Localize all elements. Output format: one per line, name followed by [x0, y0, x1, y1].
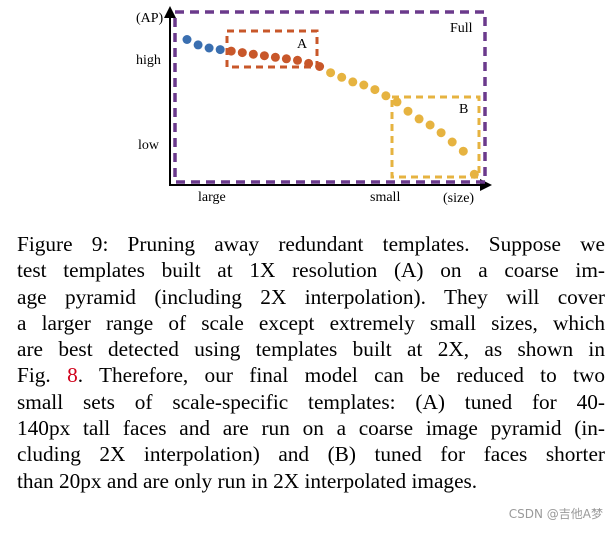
x-tick-large: large: [198, 190, 226, 205]
data-point-s2-6: [392, 97, 402, 107]
region-full-label: Full: [450, 21, 473, 36]
data-point-s1-3: [259, 51, 269, 61]
y-tick-low: low: [138, 138, 160, 153]
data-point-s2-8: [414, 114, 424, 124]
data-point-s0-0: [182, 35, 192, 44]
y-tick-high: high: [136, 53, 161, 68]
caption-line-1: Figure 9: Pruning away redundant templat…: [17, 232, 605, 256]
caption-line-7: small sets of scale-specific templates: …: [17, 389, 605, 414]
caption-line-8: 140px tall faces and are run on a coarse…: [17, 416, 605, 441]
data-point-s2-3: [359, 80, 369, 90]
y-axis-arrow: [164, 6, 176, 18]
data-point-s0-1: [193, 40, 203, 50]
data-point-s1-8: [315, 62, 325, 71]
x-axis-label: (size): [443, 191, 474, 206]
data-point-s1-2: [248, 49, 258, 59]
region-a-label: A: [297, 37, 308, 52]
caption-line-3: age pyramid (including 2X interpolation)…: [17, 284, 605, 309]
data-point-s1-6: [293, 55, 302, 65]
figure-reference-link[interactable]: 8: [67, 363, 78, 388]
figure-caption: Figure 9: Pruning away redundant templat…: [17, 231, 605, 494]
data-point-s0-2: [204, 43, 214, 53]
x-tick-small: small: [370, 190, 400, 205]
data-point-s2-4: [370, 85, 380, 95]
region-b-box: [390, 95, 481, 179]
figure-9-chart: (AP) high low large small (size) Full A …: [136, 6, 492, 206]
data-point-s2-1: [337, 72, 347, 82]
data-point-s2-7: [403, 106, 413, 116]
data-point-s2-12: [458, 146, 468, 156]
caption-line-6-end: . Therefore, our final model can be redu…: [77, 363, 605, 388]
region-b-label: B: [459, 102, 468, 117]
data-point-s0-3: [215, 45, 225, 55]
data-point-s2-10: [436, 128, 446, 138]
caption-line-4: a larger range of scale except extremely…: [17, 310, 605, 335]
data-point-s1-4: [270, 52, 280, 62]
y-axis-label: (AP): [136, 11, 164, 26]
watermark: CSDN @吉他A梦: [508, 505, 603, 522]
data-point-s2-2: [348, 77, 358, 87]
caption-line-10: than 20px and are only run in 2X interpo…: [17, 468, 478, 493]
data-points: [182, 35, 479, 179]
data-point-s1-1: [237, 48, 247, 58]
data-point-s2-11: [447, 137, 457, 147]
data-point-s2-5: [381, 91, 391, 101]
data-point-s2-13: [469, 169, 479, 179]
data-point-s2-9: [425, 120, 435, 130]
region-a-box: [225, 29, 319, 69]
caption-line-9: cluding 2X interpolation) and (B) tuned …: [17, 442, 605, 467]
data-point-s1-0: [226, 46, 236, 56]
caption-line-5: are best detected using templates built …: [17, 337, 605, 362]
caption-line-2: test templates built at 1X resolution (A…: [17, 258, 605, 283]
data-point-s1-5: [281, 54, 291, 64]
region-full-box: [173, 10, 487, 184]
caption-line-6-start: Fig.: [17, 363, 68, 388]
caption-line-6: Fig. 8. Therefore, our final model can b…: [17, 362, 605, 388]
data-point-s2-0: [326, 68, 336, 78]
data-point-s1-7: [304, 58, 314, 68]
